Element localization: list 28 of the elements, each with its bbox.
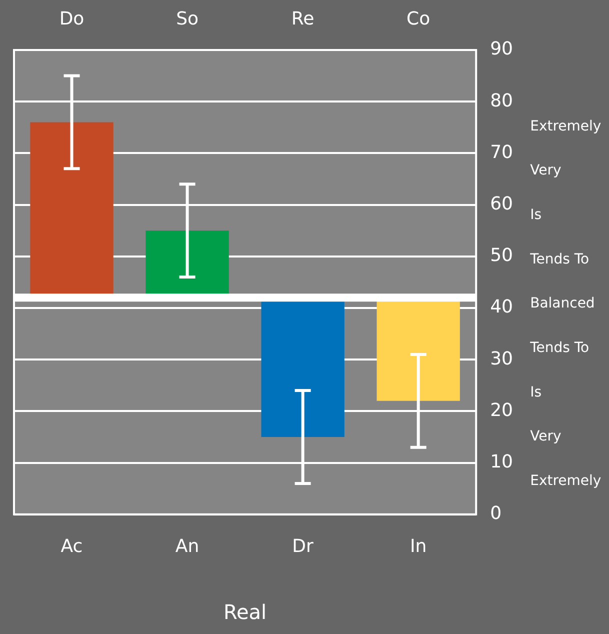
text: So: [176, 8, 199, 30]
text: Re: [291, 8, 314, 30]
y-tick-label: 60: [490, 193, 513, 214]
text: Extremely: [530, 473, 602, 490]
text: Is: [530, 384, 542, 400]
text: Co: [406, 8, 430, 30]
x-tick-label: An: [175, 536, 200, 557]
text: Very: [530, 428, 562, 445]
y-tick-label: 80: [490, 90, 513, 112]
y-tick-label: 10: [490, 451, 513, 472]
text: Very: [530, 162, 562, 179]
x-tick-label: In: [410, 536, 427, 557]
x-tick-label: Ac: [60, 536, 83, 557]
y-tick-label: 90: [490, 38, 513, 60]
text: Tends To: [529, 251, 590, 268]
x-tick-label: Dr: [292, 536, 314, 557]
text: Do: [59, 8, 84, 30]
y-tick-label: 30: [490, 348, 513, 370]
text: Extremely: [530, 118, 602, 134]
text: Tends To: [529, 340, 590, 356]
x-axis-title: Real: [223, 600, 267, 624]
y-tick-label: 70: [490, 142, 513, 163]
y-tick-label: 20: [490, 400, 513, 421]
text: Balanced: [530, 296, 595, 312]
y-tick-label: 50: [490, 245, 513, 266]
y-tick-label: 0: [490, 503, 502, 524]
text: Is: [530, 206, 542, 223]
y-tick-label: 40: [490, 296, 513, 318]
